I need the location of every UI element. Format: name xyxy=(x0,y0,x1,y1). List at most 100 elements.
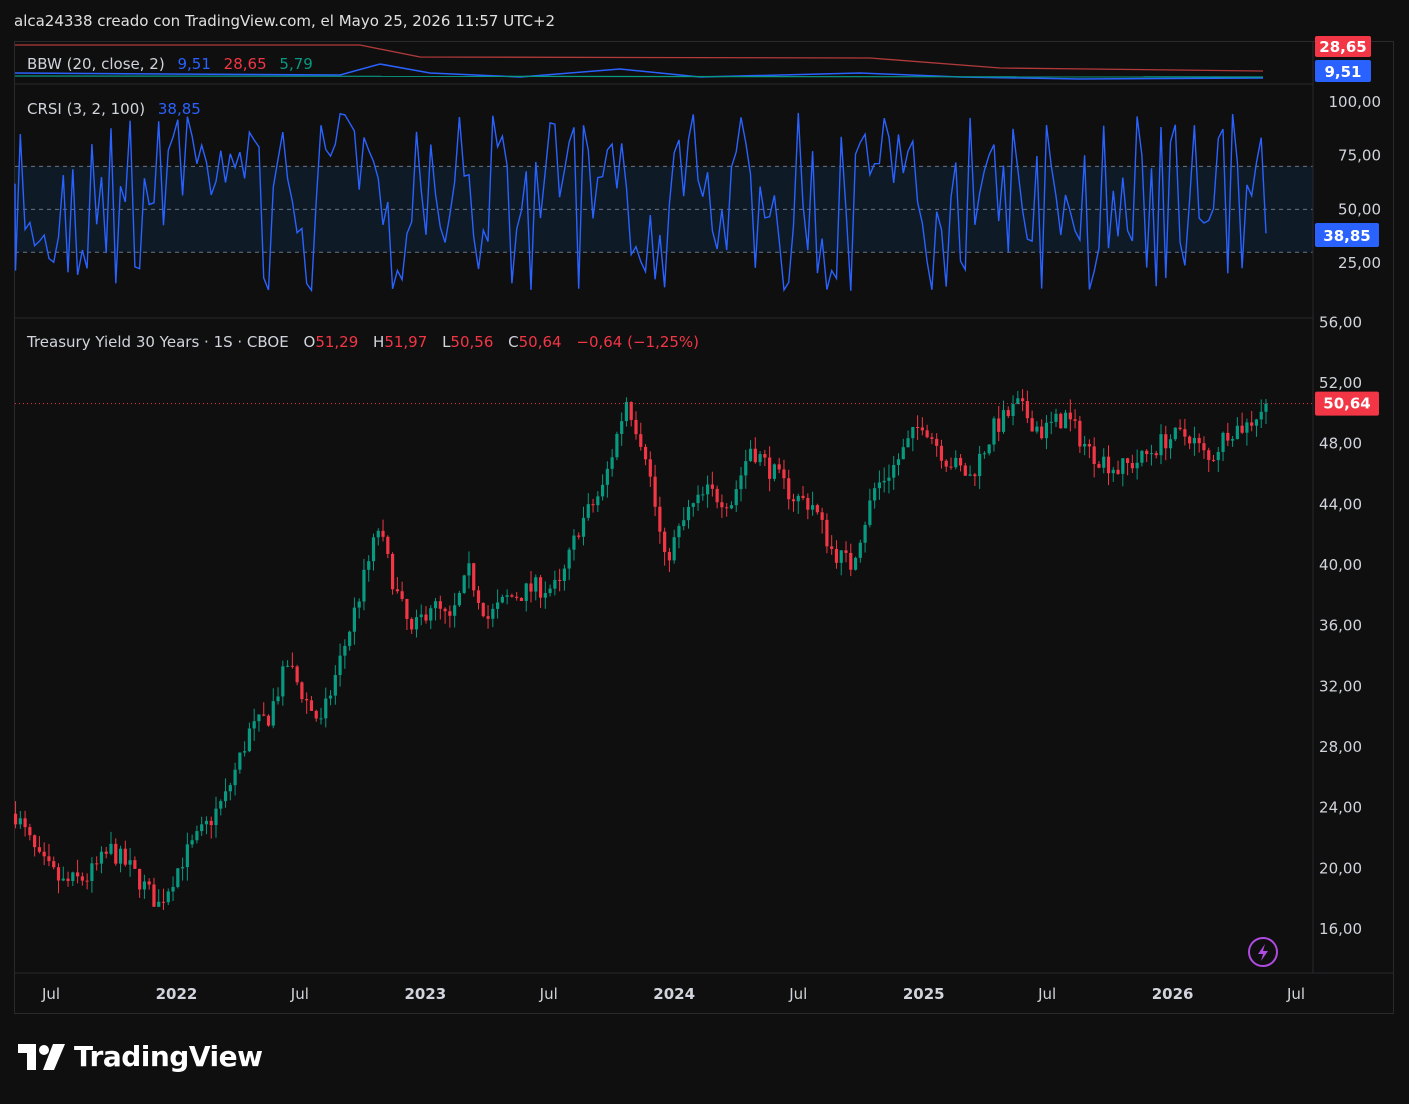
candle-body xyxy=(410,618,414,630)
candle-body xyxy=(75,872,80,877)
price-axis[interactable]: 56,00 52,00 48,00 44,00 40,00 36,00 32,00 28,00… xyxy=(1319,313,1362,938)
candle-body xyxy=(257,714,261,722)
candle-body xyxy=(118,848,123,864)
candle-body xyxy=(877,482,882,489)
candle-body xyxy=(348,631,352,646)
crsi-pane: CRSI (3, 2, 100) 38,85 xyxy=(14,100,1313,319)
candle-body xyxy=(1097,464,1101,468)
candle-body xyxy=(586,504,590,518)
candle-body xyxy=(13,813,18,825)
candle-body xyxy=(290,665,294,667)
candle-body xyxy=(37,847,42,852)
candle-body xyxy=(1102,456,1106,468)
candle-body xyxy=(61,878,65,881)
candle-body xyxy=(1040,426,1044,439)
candle-body xyxy=(1135,462,1139,469)
candle-body xyxy=(233,769,237,786)
lightning-icon[interactable] xyxy=(1248,937,1278,967)
candle-body xyxy=(453,605,457,616)
candle-body xyxy=(624,402,629,422)
candle-body xyxy=(1068,412,1072,420)
candle-body xyxy=(1245,422,1249,433)
candle-body xyxy=(247,728,252,752)
candle-body xyxy=(138,868,142,890)
candle-body xyxy=(381,530,385,537)
candle-body xyxy=(701,494,705,496)
candle-body xyxy=(223,791,228,802)
candle-body xyxy=(414,617,419,630)
bbw-label: BBW (20, close, 2) 9,51 28,65 5,79 xyxy=(27,55,313,73)
candle-body xyxy=(1001,410,1006,432)
candle-body xyxy=(634,419,638,435)
candle-body xyxy=(362,569,366,602)
candle-body xyxy=(567,549,571,569)
candle-body xyxy=(1216,451,1220,461)
candle-body xyxy=(309,700,314,711)
candle-body xyxy=(476,590,481,603)
bbw-lower-line xyxy=(14,75,1264,78)
candle-body xyxy=(710,484,714,489)
candle-body xyxy=(367,561,371,570)
candle-body xyxy=(467,563,471,576)
candle-body xyxy=(386,536,390,554)
price-tick: 36,00 xyxy=(1319,617,1362,635)
candle-body xyxy=(787,478,791,500)
candle-body xyxy=(395,589,399,592)
candle-body xyxy=(1035,426,1039,432)
candle-body xyxy=(500,596,504,603)
candle-body xyxy=(238,752,242,770)
candle-body xyxy=(56,867,61,881)
candle-body xyxy=(1178,427,1182,430)
bbw-badge-top: 28,65 xyxy=(1315,36,1371,57)
bbw-line xyxy=(14,63,1264,80)
candle-body xyxy=(1250,422,1254,426)
candle-body xyxy=(185,844,189,868)
candle-body xyxy=(1149,453,1154,455)
candle-body xyxy=(887,477,891,481)
candle-body xyxy=(390,553,395,590)
candle-body xyxy=(973,474,977,477)
candle-body xyxy=(553,579,557,589)
bbw-upper-line xyxy=(15,44,1263,72)
crsi-axis[interactable]: 100,00 75,00 50,00 25,00 xyxy=(1329,93,1382,272)
last-price-badge: 50,64 xyxy=(1315,391,1379,416)
candle-body xyxy=(128,860,132,865)
candle-body xyxy=(1159,434,1163,456)
time-axis[interactable]: Jul 2022 Jul 2023 Jul 2024 Jul 2025 Jul 2026 Jul xyxy=(41,985,1305,1003)
candle-body xyxy=(1130,463,1134,469)
candle-body xyxy=(954,457,958,468)
candle-body xyxy=(839,550,843,563)
candle-body xyxy=(1207,450,1211,460)
candle-body xyxy=(1087,443,1092,447)
candle-body xyxy=(868,500,872,525)
time-tick: 2023 xyxy=(404,985,446,1003)
candle-body xyxy=(772,464,777,479)
candle-body xyxy=(123,848,127,865)
candle-body xyxy=(28,827,32,836)
candle-body xyxy=(1044,422,1049,439)
candle-body xyxy=(791,499,796,502)
candle-body xyxy=(448,611,452,616)
candle-body xyxy=(1073,419,1077,421)
candle-body xyxy=(180,867,185,869)
svg-text:38,85: 38,85 xyxy=(1323,227,1370,245)
candle-body xyxy=(558,579,562,581)
candle-body xyxy=(978,453,982,477)
tradingview-logo[interactable]: TradingView xyxy=(18,1040,263,1073)
candle-body xyxy=(200,824,204,832)
candle-body xyxy=(1230,439,1235,441)
candle-body xyxy=(1226,432,1230,441)
time-tick: Jul xyxy=(1037,985,1056,1003)
candle-body xyxy=(944,460,948,467)
candle-body xyxy=(438,601,442,609)
candle-body xyxy=(295,666,299,683)
candle-body xyxy=(677,526,681,538)
crsi-tick: 25,00 xyxy=(1338,254,1381,272)
price-tick: 28,00 xyxy=(1319,738,1362,756)
time-tick: 2024 xyxy=(653,985,695,1003)
candle-body xyxy=(195,831,199,841)
candle-body xyxy=(300,682,304,700)
candle-body xyxy=(90,863,94,881)
candle-body xyxy=(457,592,462,606)
